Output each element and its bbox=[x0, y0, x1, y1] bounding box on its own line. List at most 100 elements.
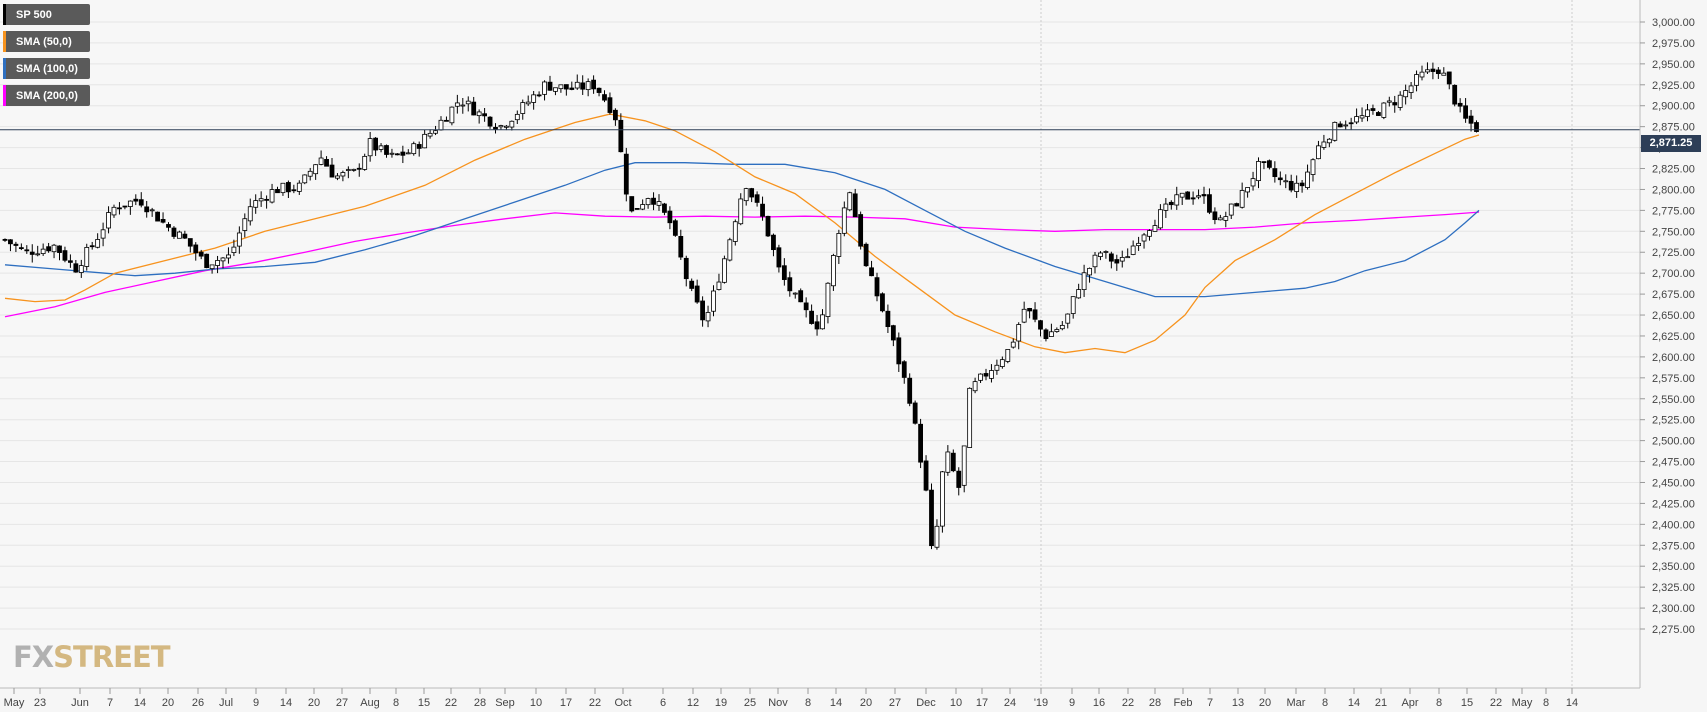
candle-body bbox=[1054, 329, 1060, 332]
candle-body bbox=[792, 292, 798, 295]
candle-body bbox=[940, 471, 945, 527]
candle-body bbox=[1316, 145, 1321, 160]
candle-body bbox=[198, 251, 204, 257]
y-tick-label: 2,500.00 bbox=[1652, 436, 1695, 448]
candle-body bbox=[999, 359, 1005, 367]
x-tick-label: 16 bbox=[1093, 697, 1105, 709]
x-tick-label: 24 bbox=[1004, 697, 1016, 709]
candle-body bbox=[73, 263, 79, 273]
legend-item-sma200[interactable]: SMA (200,0) bbox=[3, 85, 90, 106]
candle-body bbox=[269, 189, 275, 203]
logo-fx: FX bbox=[13, 640, 54, 674]
candle-body bbox=[345, 169, 351, 171]
candle-body bbox=[803, 302, 809, 311]
candle-body bbox=[231, 246, 237, 253]
candle-body bbox=[351, 169, 357, 171]
y-tick-label: 2,425.00 bbox=[1652, 498, 1695, 510]
legend-item-sma100[interactable]: SMA (100,0) bbox=[3, 58, 90, 79]
candle-body bbox=[967, 387, 973, 448]
candle-body bbox=[24, 249, 30, 252]
y-tick-label: 2,675.00 bbox=[1652, 289, 1695, 301]
candle-body bbox=[449, 106, 455, 124]
x-tick-label: 8 bbox=[1436, 697, 1442, 709]
candle-body bbox=[78, 265, 84, 273]
candle-body bbox=[460, 104, 466, 107]
candle-body bbox=[127, 200, 133, 207]
y-tick-label: 2,750.00 bbox=[1652, 226, 1695, 238]
x-tick-label: 26 bbox=[192, 697, 204, 709]
candle-body bbox=[591, 79, 596, 90]
candle-body bbox=[1190, 197, 1196, 200]
candle-body bbox=[1207, 194, 1212, 213]
candle-body bbox=[1174, 194, 1180, 206]
candle-body bbox=[476, 111, 482, 117]
candle-body bbox=[1201, 194, 1207, 197]
candle-body bbox=[291, 189, 297, 192]
candle-body bbox=[35, 253, 41, 256]
legend-item-sma50[interactable]: SMA (50,0) bbox=[3, 31, 90, 52]
candle-body bbox=[978, 373, 983, 381]
candle-body bbox=[1267, 160, 1272, 168]
candle-body bbox=[155, 211, 161, 222]
candle-body bbox=[896, 337, 902, 365]
candle-body bbox=[1299, 182, 1305, 187]
candle-body bbox=[62, 250, 68, 261]
candle-body bbox=[384, 145, 389, 155]
legend-swatch bbox=[3, 58, 6, 79]
x-tick-label: 28 bbox=[474, 697, 486, 709]
candle-body bbox=[405, 152, 411, 155]
y-tick-label: 2,300.00 bbox=[1652, 603, 1695, 615]
candle-body bbox=[732, 221, 738, 242]
candle-body bbox=[182, 233, 188, 239]
candle-body bbox=[869, 267, 874, 277]
candle-body bbox=[787, 277, 793, 292]
candle-body bbox=[1185, 191, 1191, 200]
y-tick-label: 2,800.00 bbox=[1652, 184, 1695, 196]
candle-body bbox=[1092, 254, 1098, 268]
candle-body bbox=[264, 198, 270, 201]
candle-body bbox=[1196, 195, 1201, 198]
sma100-path bbox=[4, 162, 1480, 298]
y-axis: 3,000.00 2,975.00 2,950.00 2,925.00 2,900.00… bbox=[1639, 0, 1695, 688]
candle-body bbox=[863, 243, 869, 267]
candle-body bbox=[1223, 216, 1229, 221]
candle-body bbox=[607, 97, 613, 113]
legend-label: SMA (200,0) bbox=[16, 89, 78, 102]
candle-body bbox=[760, 203, 765, 217]
legend-item-sp500[interactable]: SP 500 bbox=[3, 4, 90, 25]
legend-label: SP 500 bbox=[16, 8, 52, 21]
x-tick-label: 20 bbox=[308, 697, 320, 709]
candle-body bbox=[1370, 108, 1376, 111]
candle-body bbox=[602, 94, 607, 101]
candle-body bbox=[1288, 180, 1294, 191]
candle-body bbox=[563, 84, 569, 90]
x-tick-label: 22 bbox=[1490, 697, 1502, 709]
x-tick-label: 14 bbox=[830, 697, 842, 709]
candle-body bbox=[84, 247, 90, 267]
candle-body bbox=[138, 199, 144, 206]
y-tick-label: 2,275.00 bbox=[1652, 624, 1695, 636]
candle-body bbox=[852, 193, 858, 218]
candle-body bbox=[1305, 171, 1310, 188]
x-tick-label: Apr bbox=[1401, 697, 1418, 709]
candle-body bbox=[520, 102, 526, 114]
candle-body bbox=[841, 207, 847, 234]
candle-body bbox=[144, 206, 150, 213]
candle-body bbox=[645, 198, 651, 206]
candle-body bbox=[166, 224, 171, 228]
x-tick-label: 8 bbox=[1543, 697, 1549, 709]
candle-body bbox=[1337, 123, 1343, 128]
candle-body bbox=[1158, 209, 1163, 229]
candle-body bbox=[880, 293, 885, 312]
candle-body bbox=[623, 153, 629, 195]
candle-body bbox=[950, 452, 956, 472]
candle-body bbox=[367, 138, 373, 157]
legend-label: SMA (50,0) bbox=[16, 35, 72, 48]
candle-body bbox=[885, 310, 891, 328]
y-tick-label: 2,950.00 bbox=[1652, 59, 1695, 71]
x-tick-label: May bbox=[4, 697, 25, 709]
x-tick-label: 25 bbox=[744, 697, 756, 709]
candle-body bbox=[122, 205, 128, 208]
candle-body bbox=[329, 164, 335, 178]
